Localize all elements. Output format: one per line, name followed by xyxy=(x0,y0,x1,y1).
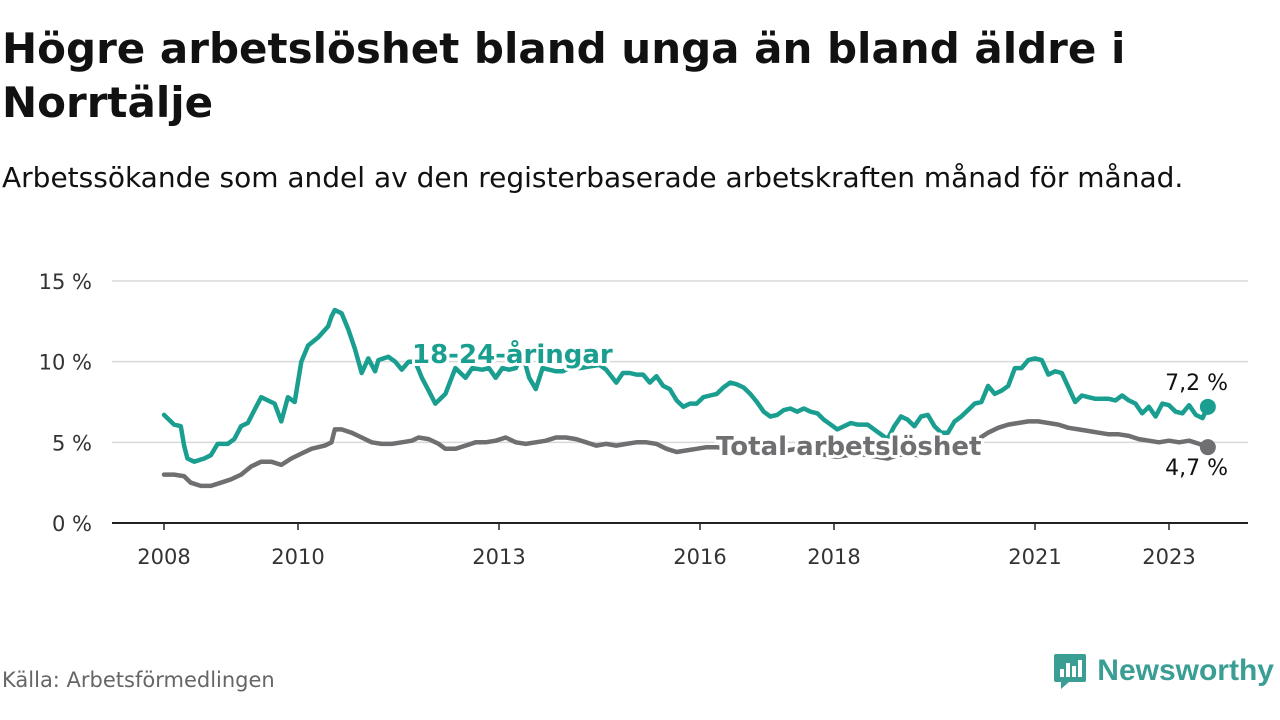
chart-subtitle: Arbetssökande som andel av den registerb… xyxy=(2,161,1184,194)
end-marker xyxy=(1199,439,1216,456)
series-line xyxy=(161,307,1211,464)
source-note: Källa: Arbetsförmedlingen xyxy=(2,668,275,692)
x-tick-label: 2010 xyxy=(271,545,324,569)
x-tick-label: 2008 xyxy=(137,545,190,569)
newsworthy-logo-icon xyxy=(1054,654,1087,689)
y-axis-ticks: 0 % 5 % 10 % 15 % xyxy=(39,270,92,536)
brand-logo[interactable]: Newsworthy xyxy=(1053,652,1274,690)
end-value-label: 7,2 % xyxy=(1165,371,1228,396)
brand-name: Newsworthy xyxy=(1097,654,1274,687)
x-tick-label: 2023 xyxy=(1142,545,1195,569)
series-lines xyxy=(161,307,1216,489)
x-tick-label: 2016 xyxy=(673,545,726,569)
y-tick-label: 0 % xyxy=(52,512,92,536)
x-tick-label: 2013 xyxy=(472,545,525,569)
y-tick-label: 15 % xyxy=(39,270,92,294)
end-value-label: 4,7 % xyxy=(1165,456,1228,481)
series-name-label: Total arbetslöshet xyxy=(716,432,981,462)
y-tick-label: 5 % xyxy=(52,431,92,455)
x-tick-label: 2021 xyxy=(1008,545,1061,569)
chart-title: Högre arbetslöshet bland unga än bland ä… xyxy=(2,24,1126,127)
x-tick-label: 2018 xyxy=(807,545,860,569)
series-line xyxy=(161,419,1211,489)
line-chart: 0 %5 %10 %15 % 2008 2010 2013 2016 2018 2021 2… xyxy=(39,270,1248,569)
end-marker xyxy=(1199,398,1216,415)
series-labels: 7,2 % 4,7 % 18-24-åringar Total arbetslöshe… xyxy=(409,335,1228,481)
y-tick-label: 10 % xyxy=(39,351,92,375)
series-name-label: 18-24-åringar xyxy=(412,338,613,370)
x-axis: 2008 2010 2013 2016 2018 2021 2023 xyxy=(112,522,1248,569)
